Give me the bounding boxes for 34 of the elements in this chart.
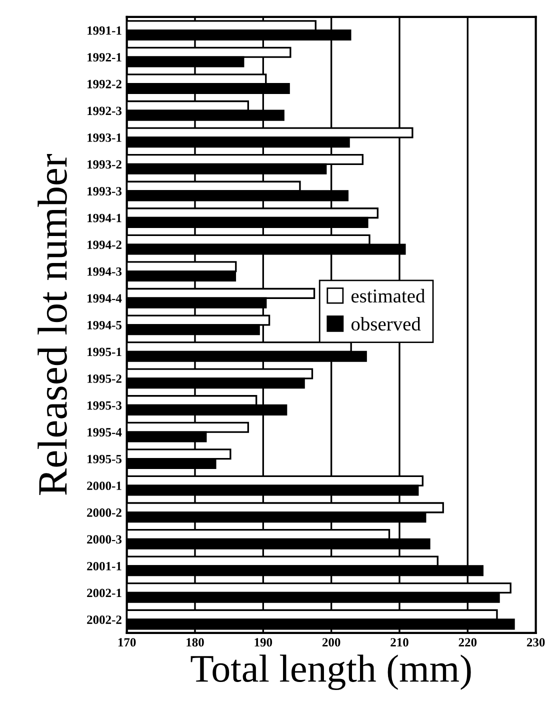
y-tick-label: 1994-2 [88,240,122,250]
y-tick-label: 1995-3 [88,401,122,410]
y-tick-label: 1994-4 [88,294,122,303]
y-tick-label: 1994-5 [88,320,122,330]
y-tick-label: 1994-3 [88,267,122,276]
y-tick-label: 1993-2 [88,160,122,169]
y-tick-label: 2002-1 [87,588,122,598]
y-tick-label: 2000-2 [87,508,122,517]
x-tick-label: 200 [322,638,340,647]
y-tick-label: 1994-1 [88,214,122,222]
y-tick-label: 1993-3 [88,187,122,196]
y-tick-label: 1992-3 [88,106,122,116]
x-axis-title: Total length (mm) [190,654,471,690]
x-tick-label: 180 [186,638,204,647]
y-tick-label: 1995-4 [88,428,122,436]
y-tick-label: 1995-2 [88,374,122,383]
x-tick-label: 170 [118,638,136,647]
legend-label: estimated [351,288,425,303]
y-tick-label: 1995-5 [88,454,122,464]
y-axis-title: Released lot number [38,154,67,495]
y-tick-label: 2001-1 [87,562,122,570]
x-tick-label: 230 [526,638,545,647]
y-tick-label: 1995-1 [88,348,122,356]
legend-label: observed [351,316,421,331]
y-tick-label: 1992-1 [88,53,122,62]
x-tick-label: 210 [390,638,408,647]
y-tick-label: 1993-1 [88,133,122,142]
x-tick-label: 190 [254,638,272,647]
x-tick-label: 220 [458,638,477,647]
y-tick-label: 2000-1 [87,482,122,490]
y-tick-label: 2002-2 [87,616,122,624]
y-tick-label: 1991-1 [88,26,122,35]
y-tick-label: 1992-2 [88,80,122,88]
y-tick-label: 2000-3 [87,535,122,544]
